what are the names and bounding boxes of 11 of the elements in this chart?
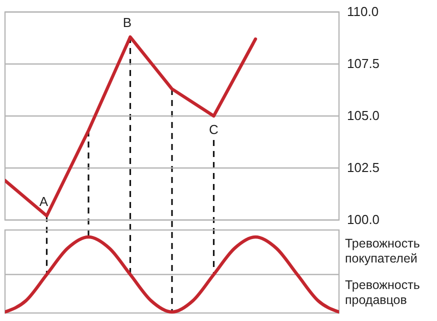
y-tick-label: 100.0: [347, 212, 380, 228]
annotation: A: [39, 194, 48, 209]
annotation: B: [122, 14, 132, 30]
y-tick-label: 110.0: [347, 4, 379, 20]
text: Тревожность продавцов: [345, 278, 420, 307]
y-tick-label: 107.5: [347, 56, 380, 72]
line-series: [5, 35, 258, 218]
text: Тревожность покупателей: [345, 236, 420, 266]
annotation: C: [209, 122, 218, 137]
y-tick-label: 105.0: [347, 108, 380, 124]
y-tick-label: 102.5: [347, 160, 380, 176]
